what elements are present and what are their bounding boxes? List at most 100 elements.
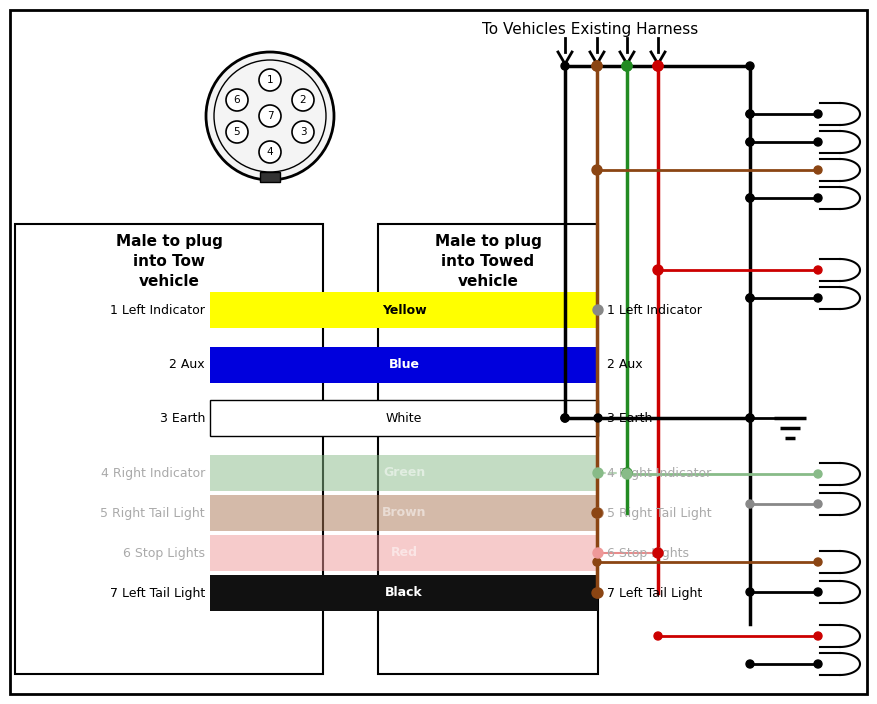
Circle shape	[653, 265, 663, 275]
Text: Brown: Brown	[381, 506, 426, 520]
Circle shape	[814, 110, 822, 118]
Text: 2: 2	[300, 95, 306, 105]
Bar	[210, 535, 598, 571]
Circle shape	[593, 588, 603, 598]
Circle shape	[746, 294, 754, 302]
Circle shape	[746, 138, 754, 146]
Circle shape	[623, 469, 631, 477]
Text: 3: 3	[300, 127, 306, 137]
Circle shape	[226, 121, 248, 143]
Text: 6 Stop Lights: 6 Stop Lights	[123, 546, 205, 560]
Bar	[378, 224, 598, 674]
Circle shape	[814, 470, 822, 478]
Circle shape	[561, 414, 569, 422]
Text: 5 Right Tail Light: 5 Right Tail Light	[100, 506, 205, 520]
Text: 3 Earth: 3 Earth	[160, 412, 205, 425]
Circle shape	[653, 61, 663, 71]
Text: 4: 4	[267, 147, 274, 157]
Bar	[210, 455, 598, 491]
Circle shape	[622, 61, 632, 71]
Circle shape	[746, 660, 754, 668]
Circle shape	[814, 294, 822, 302]
Circle shape	[814, 660, 822, 668]
Circle shape	[814, 632, 822, 640]
Circle shape	[214, 60, 326, 172]
Circle shape	[593, 305, 603, 315]
Circle shape	[814, 194, 822, 202]
Circle shape	[593, 509, 601, 517]
Text: 6: 6	[233, 95, 240, 105]
Text: 6 Stop Lights: 6 Stop Lights	[607, 546, 689, 560]
Circle shape	[292, 121, 314, 143]
Circle shape	[653, 61, 663, 71]
Bar	[15, 224, 323, 674]
Circle shape	[814, 500, 822, 508]
Circle shape	[592, 165, 602, 175]
Text: Blue: Blue	[389, 358, 419, 372]
Circle shape	[746, 588, 754, 596]
Circle shape	[259, 141, 281, 163]
Bar	[210, 495, 598, 531]
Circle shape	[746, 110, 754, 118]
Bar	[210, 400, 598, 436]
Text: 4 Right Indicator: 4 Right Indicator	[101, 467, 205, 479]
Text: 7: 7	[267, 111, 274, 121]
Circle shape	[592, 61, 602, 71]
Circle shape	[746, 294, 754, 302]
Circle shape	[592, 61, 602, 71]
Text: Male to plug
into Towed
vehicle: Male to plug into Towed vehicle	[435, 234, 541, 289]
Text: Black: Black	[385, 586, 423, 600]
Text: 7 Left Tail Light: 7 Left Tail Light	[110, 586, 205, 600]
Circle shape	[226, 89, 248, 111]
Circle shape	[592, 508, 602, 518]
Circle shape	[814, 588, 822, 596]
Text: 1 Left Indicator: 1 Left Indicator	[111, 303, 205, 317]
Text: To Vehicles Existing Harness: To Vehicles Existing Harness	[481, 22, 698, 37]
Circle shape	[654, 266, 662, 274]
Circle shape	[746, 110, 754, 118]
Text: 1: 1	[267, 75, 274, 85]
Circle shape	[259, 105, 281, 127]
Circle shape	[814, 558, 822, 566]
Text: Male to plug
into Tow
vehicle: Male to plug into Tow vehicle	[116, 234, 223, 289]
Circle shape	[622, 468, 632, 478]
Circle shape	[593, 548, 603, 558]
Text: 4 Right Indicator: 4 Right Indicator	[607, 467, 711, 479]
Circle shape	[746, 138, 754, 146]
Circle shape	[654, 632, 662, 640]
Circle shape	[593, 589, 601, 597]
Text: Green: Green	[383, 467, 425, 479]
Text: 5: 5	[233, 127, 240, 137]
Circle shape	[654, 549, 662, 557]
Circle shape	[653, 548, 663, 558]
Circle shape	[622, 469, 632, 479]
Text: White: White	[386, 412, 422, 425]
Bar	[210, 575, 598, 611]
Circle shape	[746, 414, 754, 422]
Text: 2 Aux: 2 Aux	[169, 358, 205, 372]
Circle shape	[623, 470, 631, 478]
Circle shape	[259, 69, 281, 91]
Circle shape	[593, 508, 603, 518]
Circle shape	[746, 194, 754, 202]
Circle shape	[593, 558, 601, 566]
Circle shape	[746, 414, 754, 422]
Circle shape	[561, 62, 569, 70]
Circle shape	[746, 62, 754, 70]
Text: 5 Right Tail Light: 5 Right Tail Light	[607, 506, 711, 520]
Bar	[260, 172, 280, 182]
Circle shape	[561, 414, 569, 422]
Bar	[210, 292, 598, 328]
Circle shape	[593, 468, 603, 478]
Circle shape	[292, 89, 314, 111]
Text: 1 Left Indicator: 1 Left Indicator	[607, 303, 702, 317]
Text: Yellow: Yellow	[381, 303, 426, 317]
Bar	[210, 347, 598, 383]
Circle shape	[593, 166, 601, 174]
Text: Red: Red	[390, 546, 417, 560]
Circle shape	[814, 266, 822, 274]
Circle shape	[746, 194, 754, 202]
Text: 7 Left Tail Light: 7 Left Tail Light	[607, 586, 702, 600]
Circle shape	[814, 166, 822, 174]
Circle shape	[206, 52, 334, 180]
